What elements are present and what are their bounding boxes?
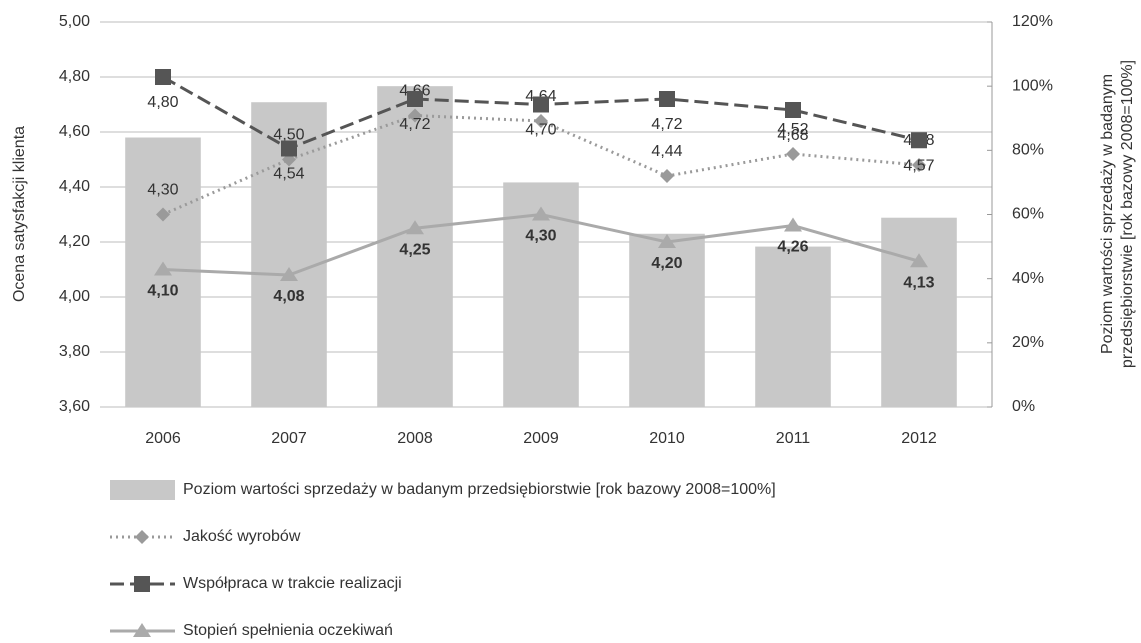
legend-marker xyxy=(135,530,149,544)
legend-swatch xyxy=(110,480,175,500)
data-label: 4,54 xyxy=(273,166,304,183)
bar xyxy=(629,233,705,407)
bar xyxy=(881,217,957,407)
y2-tick-label: 80% xyxy=(1012,142,1044,159)
data-label: 4,10 xyxy=(147,283,178,300)
data-label: 4,30 xyxy=(525,228,556,245)
data-label: 4,57 xyxy=(903,157,934,174)
y-tick-label: 5,00 xyxy=(59,13,90,30)
marker xyxy=(281,140,297,157)
marker xyxy=(785,102,801,118)
x-tick-label: 2007 xyxy=(271,430,307,447)
marker xyxy=(280,267,298,281)
data-label: 4,68 xyxy=(777,127,808,144)
data-label: 4,26 xyxy=(777,239,808,256)
marker xyxy=(408,108,422,123)
legend-label: Poziom wartości sprzedaży w badanym prze… xyxy=(183,481,776,498)
marker xyxy=(156,207,170,222)
legend-marker xyxy=(133,623,151,637)
y-tick-label: 3,60 xyxy=(59,398,90,415)
data-label: 4,70 xyxy=(525,122,556,139)
marker xyxy=(911,132,927,149)
marker xyxy=(658,234,676,248)
x-tick-label: 2006 xyxy=(145,430,181,447)
legend-label: Jakość wyrobów xyxy=(183,528,301,545)
y-tick-label: 4,80 xyxy=(59,68,90,85)
marker xyxy=(534,114,548,128)
y2-tick-label: 40% xyxy=(1012,270,1044,287)
y2-axis-label: Poziom wartości sprzedaży w badanym xyxy=(1099,74,1116,354)
data-label: 4,30 xyxy=(147,182,178,199)
data-label: 4,52 xyxy=(777,121,808,138)
data-label: 4,44 xyxy=(651,143,682,160)
bar xyxy=(755,246,831,407)
y2-tick-label: 100% xyxy=(1012,77,1053,94)
marker xyxy=(407,91,423,107)
marker xyxy=(659,91,675,107)
y-tick-label: 4,00 xyxy=(59,288,90,305)
marker xyxy=(784,217,802,232)
data-label: 4,25 xyxy=(399,241,430,258)
marker xyxy=(660,169,674,183)
x-tick-label: 2010 xyxy=(649,430,685,447)
y2-tick-label: 120% xyxy=(1012,13,1053,30)
y-tick-label: 4,20 xyxy=(59,233,90,250)
marker xyxy=(532,206,550,221)
y-tick-label: 4,40 xyxy=(59,178,90,195)
y-tick-label: 4,60 xyxy=(59,123,90,140)
y-tick-label: 3,80 xyxy=(59,343,90,360)
marker xyxy=(910,253,928,268)
legend-marker xyxy=(134,576,150,592)
data-label: 4,72 xyxy=(651,116,682,133)
data-label: 4,13 xyxy=(903,274,934,291)
x-tick-label: 2009 xyxy=(523,430,559,447)
data-label: 4,20 xyxy=(651,255,682,272)
bar xyxy=(377,86,453,408)
y2-tick-label: 60% xyxy=(1012,206,1044,223)
x-tick-label: 2008 xyxy=(397,430,433,447)
marker xyxy=(786,147,800,161)
legend-label: Współpraca w trakcie realizacji xyxy=(183,575,402,592)
data-label: 4,80 xyxy=(147,94,178,111)
y-axis-label: Ocena satysfakcji klienta xyxy=(11,126,28,302)
y2-tick-label: 20% xyxy=(1012,334,1044,351)
data-label: 4,50 xyxy=(273,127,304,144)
marker xyxy=(155,69,171,85)
marker xyxy=(912,158,926,172)
y2-axis-label: przedsiębiorstwie [rok bazowy 2008=100%] xyxy=(1119,60,1136,368)
x-tick-label: 2012 xyxy=(901,430,937,447)
data-label: 4,72 xyxy=(399,116,430,133)
marker xyxy=(533,96,549,113)
marker xyxy=(406,220,424,235)
marker xyxy=(154,261,172,276)
data-label: 4,08 xyxy=(273,288,304,305)
x-tick-label: 2011 xyxy=(776,430,811,447)
y2-tick-label: 0% xyxy=(1012,398,1035,415)
legend-label: Stopień spełnienia oczekiwań xyxy=(183,622,393,639)
